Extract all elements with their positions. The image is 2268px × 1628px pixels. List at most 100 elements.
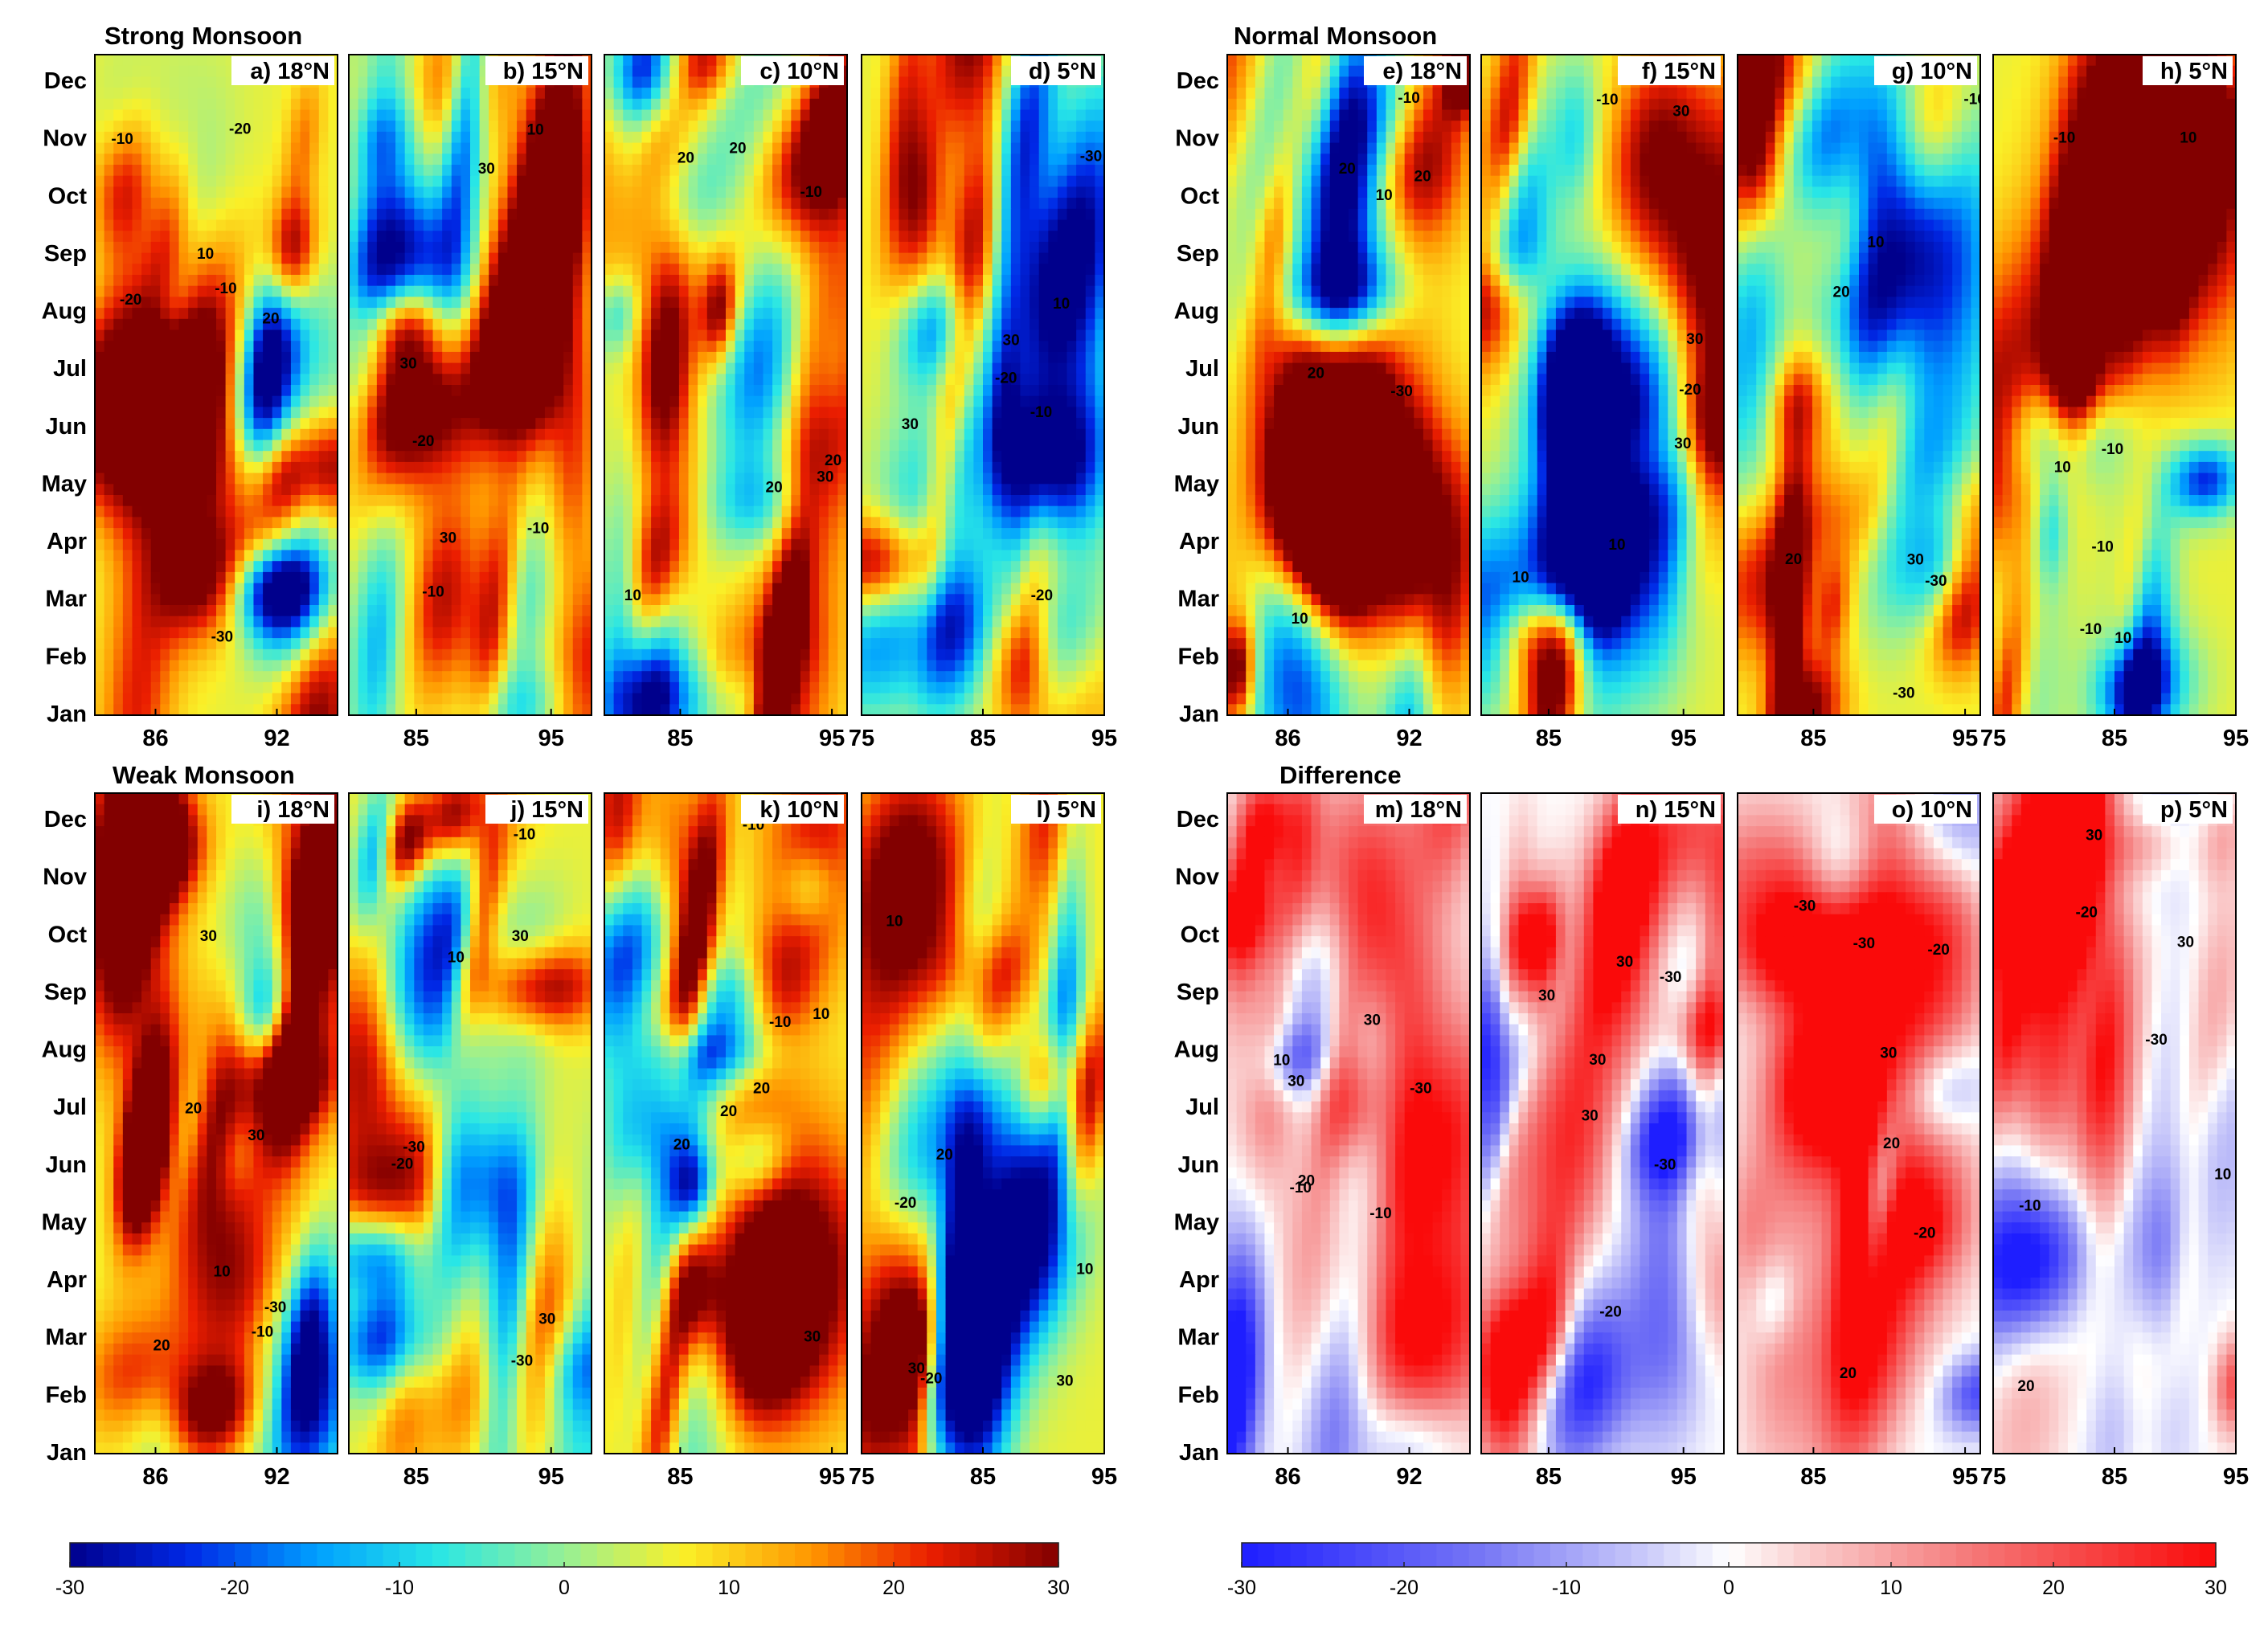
heatmap-cell [613, 175, 624, 187]
heatmap-cell [744, 505, 755, 517]
heatmap-cell [726, 65, 736, 77]
heatmap-cell [150, 88, 161, 100]
heatmap-cell [160, 208, 170, 221]
heatmap-cell [95, 297, 105, 309]
heatmap-cell [669, 395, 680, 407]
heatmap-cell [272, 98, 282, 111]
heatmap-cell [781, 418, 792, 430]
heatmap-cell [517, 121, 527, 133]
heatmap-cell [104, 55, 114, 67]
heatmap-cell [753, 374, 764, 386]
heatmap-cell [318, 528, 329, 540]
heatmap-cell [309, 451, 320, 463]
heatmap-cell [113, 418, 124, 430]
heatmap-cell [698, 88, 708, 100]
heatmap-cell [367, 583, 378, 595]
heatmap-cell [423, 142, 434, 154]
heatmap-cell [563, 165, 574, 177]
heatmap-cell [641, 461, 652, 474]
heatmap-cell [497, 165, 509, 177]
heatmap-cell [300, 693, 310, 705]
heatmap-cell [809, 648, 820, 661]
heatmap-cell [272, 538, 282, 551]
heatmap-cell [726, 538, 736, 551]
heatmap-cell [800, 121, 811, 133]
heatmap-cell [632, 638, 643, 650]
heatmap-cell [244, 671, 255, 683]
heatmap-cell [178, 605, 189, 617]
heatmap-cell [582, 308, 592, 320]
heatmap-cell [582, 374, 592, 386]
heatmap-cell [141, 671, 152, 683]
heatmap-cell [716, 571, 727, 584]
heatmap-cell [489, 88, 499, 100]
heatmap-cell [809, 186, 820, 198]
heatmap-cell [235, 351, 245, 364]
heatmap-cell [1001, 55, 1012, 67]
heatmap-cell [160, 219, 170, 231]
heatmap-cell [623, 318, 633, 331]
heatmap-cell [404, 538, 415, 551]
heatmap-cell [632, 428, 643, 441]
heatmap-cell [244, 385, 255, 397]
heatmap-cell [517, 440, 527, 452]
heatmap-cell [263, 351, 273, 364]
heatmap-cell [300, 186, 310, 198]
heatmap-cell [169, 627, 180, 639]
heatmap-cell [150, 517, 161, 529]
heatmap-cell [744, 538, 755, 551]
heatmap-cell [395, 704, 406, 715]
heatmap-cell [563, 142, 574, 154]
heatmap-cell [141, 495, 152, 507]
heatmap-cell [160, 231, 170, 243]
heatmap-cell [613, 208, 624, 221]
heatmap-cell [651, 660, 661, 672]
heatmap-cell [318, 88, 329, 100]
heatmap-cell [698, 385, 708, 397]
heatmap-cell [800, 252, 811, 264]
heatmap-cell [678, 241, 690, 254]
heatmap-cell [95, 341, 105, 353]
heatmap-cell [451, 308, 461, 320]
heatmap-cell [800, 131, 811, 144]
heatmap-cell [582, 153, 592, 166]
heatmap-cell [688, 374, 698, 386]
heatmap-cell [698, 440, 708, 452]
heatmap-cell [669, 648, 680, 661]
heatmap-cell [207, 252, 217, 264]
heatmap-cell [572, 472, 583, 485]
heatmap-cell [169, 693, 180, 705]
heatmap-cell [216, 341, 227, 353]
heatmap-cell [470, 98, 481, 111]
heatmap-cell [309, 538, 320, 551]
heatmap-cell [290, 505, 301, 517]
heatmap-cell [992, 153, 1002, 166]
heatmap-cell [572, 142, 583, 154]
heatmap-cell [328, 693, 338, 705]
heatmap-cell [216, 418, 227, 430]
heatmap-cell [489, 428, 499, 441]
heatmap-cell [688, 616, 698, 628]
heatmap-cell [386, 517, 396, 529]
heatmap-cell [414, 55, 424, 67]
heatmap-cell [253, 241, 264, 254]
heatmap-cell [955, 98, 965, 111]
heatmap-cell [442, 517, 452, 529]
heatmap-cell [678, 528, 690, 540]
heatmap-cell [1076, 88, 1087, 100]
heatmap-cell [169, 341, 180, 353]
heatmap-cell [423, 704, 434, 715]
heatmap-cell [423, 109, 434, 121]
heatmap-cell [1066, 131, 1077, 144]
heatmap-cell [188, 55, 199, 67]
heatmap-cell [290, 175, 301, 187]
heatmap-cell [263, 121, 273, 133]
heatmap-cell [451, 241, 461, 254]
heatmap-cell [404, 264, 415, 276]
heatmap-cell [423, 264, 434, 276]
heatmap-cell [235, 374, 245, 386]
heatmap-cell [376, 65, 387, 77]
heatmap-cell [104, 571, 114, 584]
heatmap-cell [582, 198, 592, 210]
heatmap-cell [386, 131, 396, 144]
